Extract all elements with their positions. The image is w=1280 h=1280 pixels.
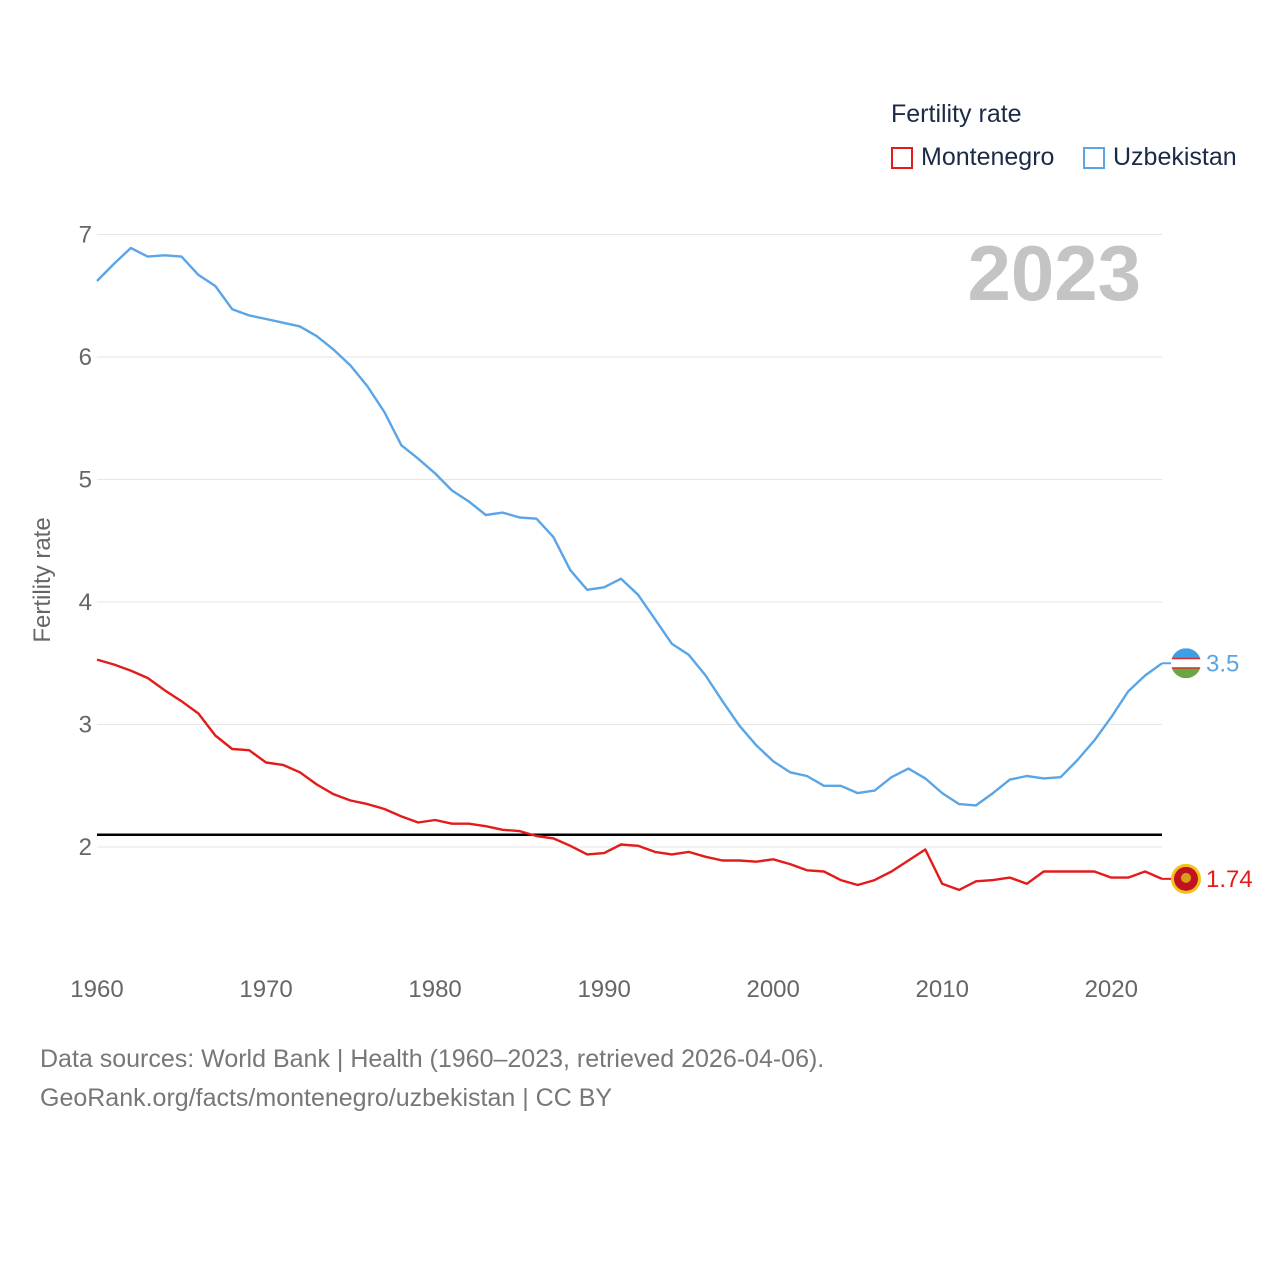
series-line-montenegro bbox=[96, 658, 1163, 892]
y-tick-4: 4 bbox=[79, 589, 92, 616]
y-tick-5: 5 bbox=[79, 467, 92, 494]
series-end-markers: 1.74 3.5 bbox=[1162, 648, 1253, 894]
gridlines bbox=[97, 234, 1162, 848]
series-lines bbox=[96, 246, 1163, 892]
x-tick-2010: 2010 bbox=[916, 976, 969, 1003]
x-tick-2020: 2020 bbox=[1085, 976, 1138, 1003]
flag-uzbekistan-icon bbox=[1171, 648, 1201, 679]
end-label-uzbekistan: 3.5 bbox=[1206, 650, 1239, 677]
legend-item-uzbekistan[interactable]: Uzbekistan bbox=[1083, 143, 1237, 172]
legend-label-montenegro: Montenegro bbox=[921, 143, 1055, 171]
legend-title: Fertility rate bbox=[891, 100, 1022, 128]
x-tick-1970: 1970 bbox=[239, 976, 292, 1003]
series-line-uzbekistan bbox=[96, 246, 1163, 807]
legend-item-montenegro[interactable]: Montenegro bbox=[891, 143, 1054, 172]
x-tick-1960: 1960 bbox=[70, 976, 123, 1003]
source-line-1: Data sources: World Bank | Health (1960–… bbox=[40, 1045, 825, 1073]
legend-swatch-uzbekistan bbox=[1083, 146, 1105, 169]
x-tick-1980: 1980 bbox=[408, 976, 461, 1003]
end-label-montenegro: 1.74 bbox=[1206, 866, 1253, 893]
year-badge: 2023 bbox=[967, 229, 1141, 317]
y-tick-labels: 2 3 4 5 6 7 bbox=[79, 222, 92, 862]
y-tick-2: 2 bbox=[79, 834, 92, 861]
y-tick-7: 7 bbox=[79, 222, 92, 249]
x-tick-1990: 1990 bbox=[577, 976, 630, 1003]
source-line-2[interactable]: GeoRank.org/facts/montenegro/uzbekistan … bbox=[40, 1084, 613, 1112]
flag-montenegro-icon bbox=[1171, 863, 1201, 894]
y-axis-label: Fertility rate bbox=[29, 517, 56, 642]
legend-label-uzbekistan: Uzbekistan bbox=[1113, 143, 1237, 171]
y-tick-6: 6 bbox=[79, 344, 92, 371]
x-tick-2000: 2000 bbox=[746, 976, 799, 1003]
x-tick-labels: 1960 1970 1980 1990 2000 2010 2020 bbox=[70, 976, 1138, 1003]
legend-swatch-montenegro bbox=[891, 146, 913, 169]
y-tick-3: 3 bbox=[79, 712, 92, 739]
